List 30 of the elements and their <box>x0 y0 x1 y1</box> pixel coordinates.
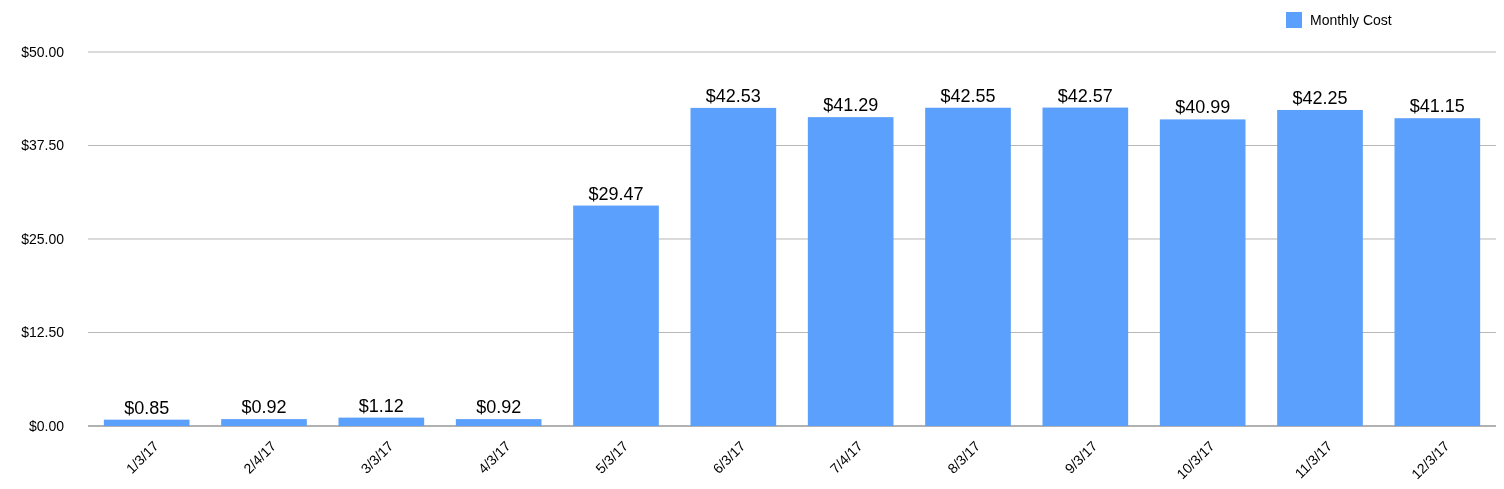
legend-label: Monthly Cost <box>1310 11 1392 28</box>
data-label: $0.92 <box>241 397 287 418</box>
data-label: $42.25 <box>1292 87 1348 108</box>
bar <box>1042 107 1129 426</box>
bar <box>1277 109 1363 426</box>
y-tick-label: $0.00 <box>28 417 65 434</box>
y-tick-label: $37.50 <box>21 137 65 154</box>
bar <box>690 107 777 426</box>
data-label: $42.55 <box>940 85 996 106</box>
data-label: $41.15 <box>1409 96 1465 117</box>
bar <box>573 205 659 426</box>
data-label: $1.12 <box>358 395 404 416</box>
bar <box>221 419 307 426</box>
bar <box>103 419 190 426</box>
bar <box>338 417 425 426</box>
data-label: $42.57 <box>1057 85 1113 106</box>
y-tick-label: $50.00 <box>21 43 65 60</box>
data-label: $29.47 <box>588 183 644 204</box>
data-label: $40.99 <box>1175 97 1231 118</box>
bar <box>807 117 894 426</box>
data-label: $42.53 <box>705 85 761 106</box>
bar <box>455 419 542 426</box>
y-tick-label: $25.00 <box>21 230 65 247</box>
bar <box>1394 118 1481 426</box>
data-label: $41.29 <box>823 95 879 116</box>
data-label: $0.92 <box>476 397 522 418</box>
data-label: $0.85 <box>124 397 170 418</box>
bar <box>1159 119 1246 426</box>
y-tick-label: $12.50 <box>21 324 65 341</box>
bar <box>925 107 1011 426</box>
